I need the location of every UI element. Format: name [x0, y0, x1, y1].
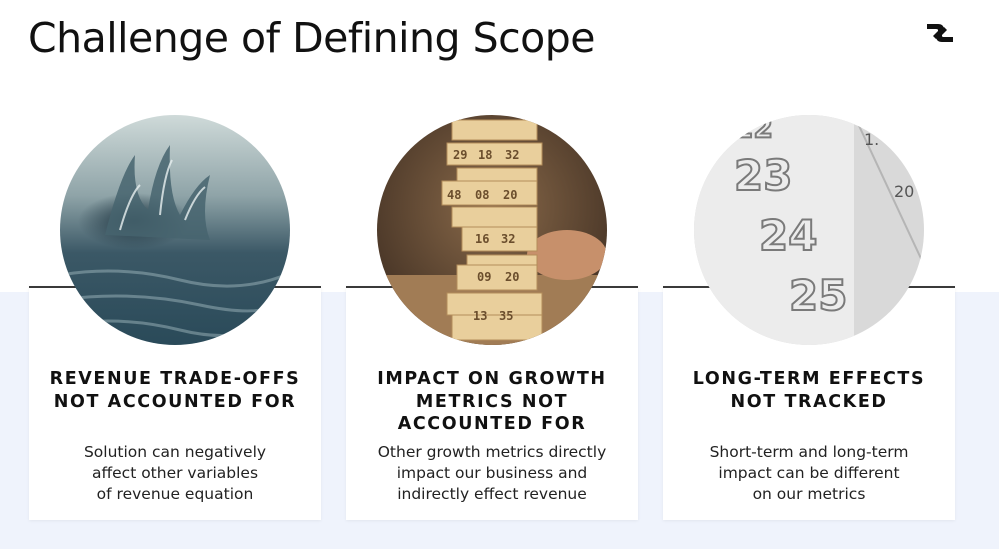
body-line: of revenue equation	[96, 485, 254, 503]
body-line: Solution can negatively	[83, 443, 267, 461]
heading-line: ACCOUNTED FOR	[397, 414, 587, 434]
svg-text:13: 13	[473, 309, 487, 323]
svg-text:18: 18	[478, 148, 492, 162]
brand-logo-icon	[927, 24, 953, 42]
svg-text:32: 32	[501, 232, 515, 246]
svg-text:20: 20	[503, 188, 517, 202]
card-body-long-term: Short-term and long-term impact can be d…	[663, 442, 955, 505]
svg-text:35: 35	[499, 309, 513, 323]
heading-line: METRICS NOT	[415, 391, 569, 412]
body-line: on our metrics	[752, 485, 866, 503]
body-line: Short-term and long-term	[709, 443, 909, 461]
card-heading-long-term: LONG-TERM EFFECTS NOT TRACKED	[663, 368, 955, 413]
svg-text:20: 20	[894, 182, 914, 201]
svg-text:48: 48	[447, 188, 461, 202]
heading-line: LONG-TERM EFFECTS	[692, 369, 926, 389]
jenga-tower-photo: 29 18 32 48 08 20 16 32 09 20 13 35	[377, 115, 607, 345]
heading-line: REVENUE TRADE-OFFS	[49, 369, 301, 389]
body-line: Other growth metrics directly	[377, 443, 607, 461]
svg-text:20: 20	[505, 270, 519, 284]
svg-text:24: 24	[759, 211, 817, 260]
slide-title: Challenge of Defining Scope	[28, 14, 596, 62]
card-body-revenue: Solution can negatively affect other var…	[29, 442, 321, 505]
svg-text:08: 08	[475, 188, 489, 202]
card-body-growth: Other growth metrics directly impact our…	[346, 442, 638, 505]
svg-text:23: 23	[734, 151, 792, 200]
svg-text:1.: 1.	[864, 130, 879, 149]
svg-text:16: 16	[475, 232, 489, 246]
heading-line: NOT ACCOUNTED FOR	[53, 391, 297, 412]
body-line: impact our business and	[396, 464, 588, 482]
svg-text:32: 32	[505, 148, 519, 162]
card-heading-revenue: REVENUE TRADE-OFFS NOT ACCOUNTED FOR	[29, 368, 321, 413]
water-splash-photo	[60, 115, 290, 345]
calendar-dates-photo: 22 23 24 25 1. 20	[694, 115, 924, 345]
svg-text:25: 25	[789, 271, 847, 320]
svg-text:29: 29	[453, 148, 467, 162]
svg-text:22: 22	[734, 115, 773, 144]
body-line: indirectly effect revenue	[397, 485, 587, 503]
svg-text:09: 09	[477, 270, 491, 284]
heading-line: IMPACT ON GROWTH	[377, 369, 607, 389]
body-line: affect other variables	[91, 464, 259, 482]
body-line: impact can be different	[718, 464, 900, 482]
card-heading-growth: IMPACT ON GROWTH METRICS NOT ACCOUNTED F…	[346, 368, 638, 436]
heading-line: NOT TRACKED	[730, 391, 888, 412]
